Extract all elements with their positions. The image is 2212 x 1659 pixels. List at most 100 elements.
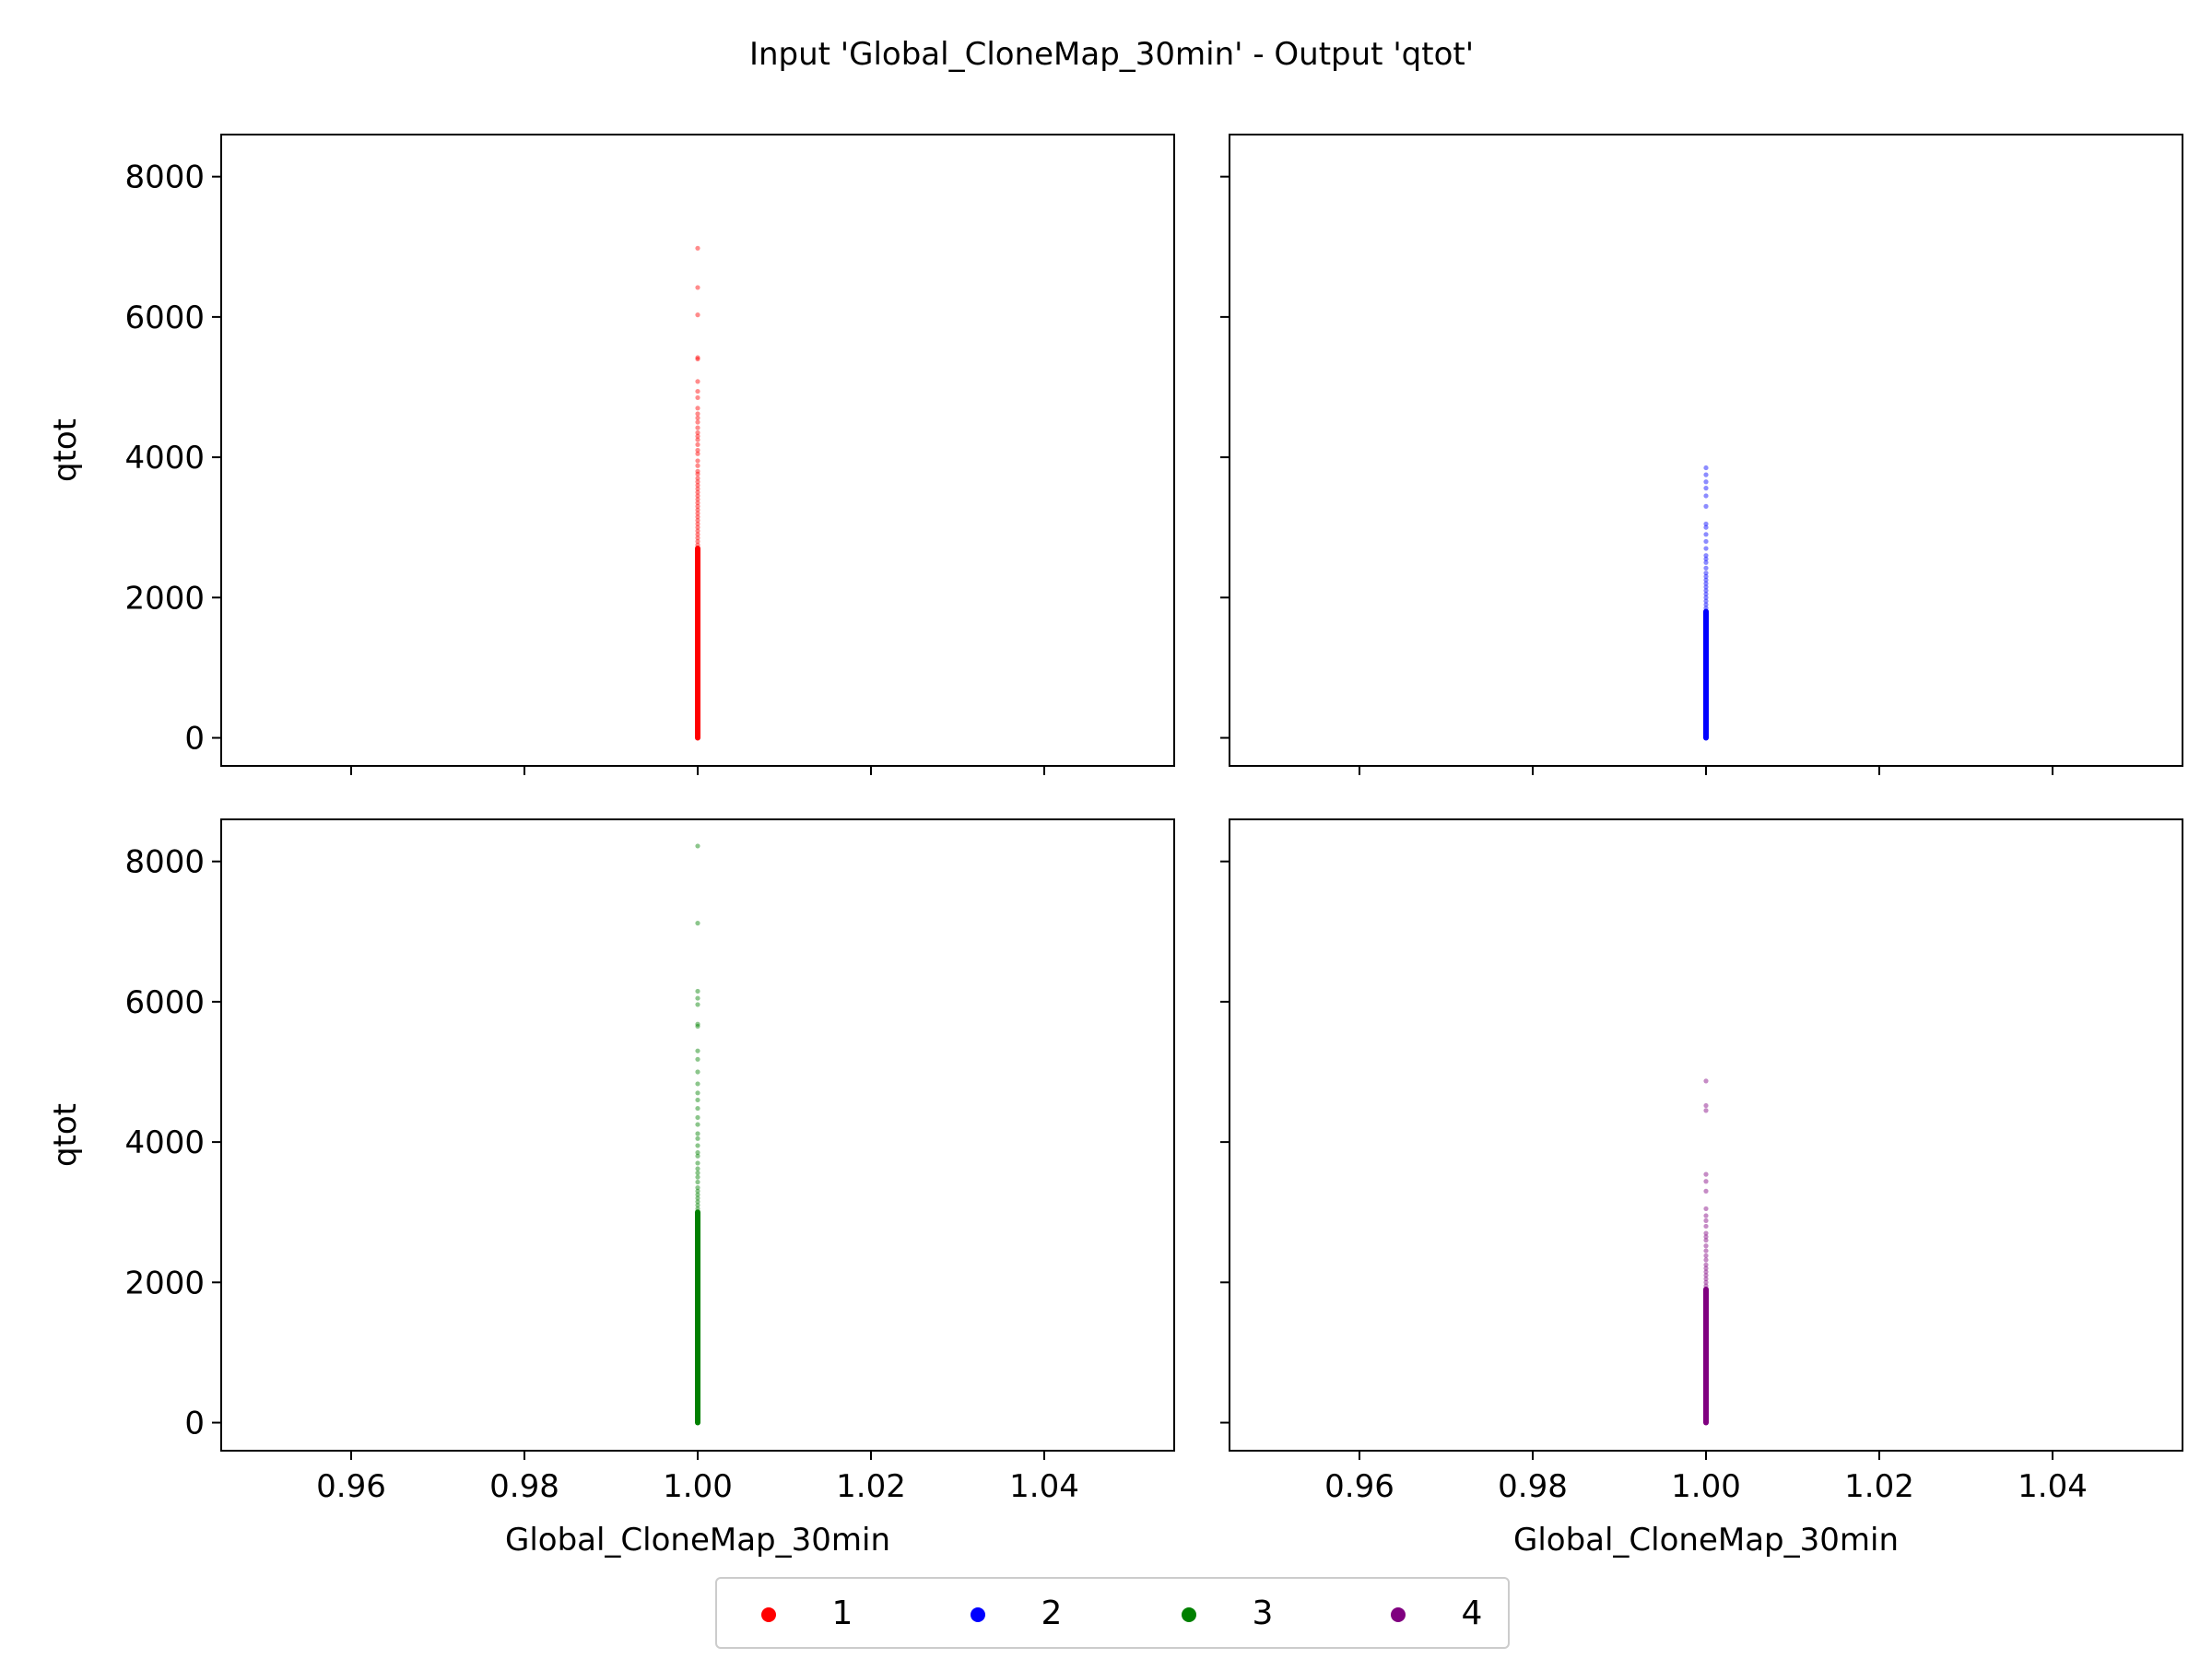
panel-bottom-left: 0 2000 4000 6000 8000 0.96 0.98 1.00 1.02 1.04 qto… — [47, 818, 1175, 1559]
x-tick-label: 0.98 — [489, 1468, 559, 1505]
data-point — [695, 521, 700, 527]
data-point — [695, 1195, 700, 1201]
data-point — [1703, 521, 1709, 527]
data-point — [695, 1153, 700, 1159]
data-point — [695, 1171, 700, 1176]
data-point — [1703, 584, 1709, 590]
data-point — [1703, 565, 1709, 571]
x-tick-label: 1.00 — [1671, 1468, 1741, 1505]
data-point — [695, 437, 700, 442]
data-point — [695, 1105, 700, 1112]
data-point — [695, 507, 700, 512]
x-tick-label: 0.98 — [1498, 1468, 1568, 1505]
data-point — [1703, 1248, 1709, 1253]
data-point — [1703, 577, 1709, 582]
data-point — [1703, 581, 1709, 586]
data-point — [695, 503, 700, 509]
x-tick-label: 1.04 — [1009, 1468, 1079, 1505]
data-point — [695, 312, 700, 318]
data-point — [1703, 503, 1709, 509]
y-tick-label: 0 — [184, 721, 205, 758]
data-point — [695, 1166, 700, 1171]
data-point — [1703, 594, 1709, 600]
data-point — [695, 1114, 700, 1121]
x-tick-label: 0.96 — [1324, 1468, 1394, 1505]
y-tick-label: 2000 — [124, 1265, 205, 1301]
series-4 — [1703, 1078, 1709, 1426]
data-point — [695, 355, 700, 360]
data-point — [1703, 553, 1709, 559]
data-point — [695, 988, 700, 994]
data-point — [1703, 1234, 1709, 1240]
data-point — [1703, 1218, 1709, 1223]
axes-frame — [1229, 134, 2183, 767]
panel-top-right — [1220, 134, 2183, 775]
data-point — [695, 429, 700, 436]
legend-label: 2 — [1041, 1594, 1063, 1632]
data-point — [1703, 1108, 1709, 1113]
data-point — [1703, 472, 1709, 477]
data-point — [1703, 573, 1709, 580]
legend: 1 2 3 4 — [715, 1577, 1510, 1649]
data-point — [695, 486, 700, 491]
data-point — [695, 285, 700, 290]
y-tick-label: 8000 — [124, 844, 205, 881]
legend-marker — [761, 1607, 776, 1622]
data-point — [1703, 1223, 1709, 1230]
data-point — [1703, 1102, 1709, 1109]
data-point — [695, 1206, 700, 1212]
data-point — [1703, 598, 1709, 604]
data-point — [695, 1021, 700, 1027]
data-point — [1703, 493, 1709, 499]
legend-frame — [715, 1577, 1510, 1649]
data-point — [695, 1192, 700, 1197]
panels: 0 2000 4000 6000 8000 qtot 0 2000 4000 6000 8000 0.… — [47, 134, 2183, 1559]
data-point — [695, 1097, 700, 1103]
data-point — [695, 425, 700, 430]
y-tick-label: 2000 — [124, 580, 205, 617]
data-point — [695, 463, 700, 468]
y-tick-label: 4000 — [124, 440, 205, 477]
y-tick-label: 4000 — [124, 1124, 205, 1161]
data-point — [1703, 1230, 1709, 1236]
x-axis-label: Global_CloneMap_30min — [1513, 1522, 1899, 1559]
data-point — [695, 1188, 700, 1194]
data-point — [695, 1184, 700, 1191]
data-point — [695, 356, 700, 362]
axes-frame — [220, 818, 1175, 1452]
data-point — [695, 500, 700, 506]
data-point — [695, 1143, 700, 1148]
y-axis-label: qtot — [47, 418, 84, 482]
panel-top-left: 0 2000 4000 6000 8000 qtot — [47, 134, 1175, 775]
data-point — [695, 379, 700, 384]
data-point — [695, 482, 700, 488]
data-point — [695, 532, 700, 537]
data-point — [695, 451, 700, 456]
data-point — [695, 476, 700, 481]
legend-label: 1 — [832, 1594, 853, 1632]
data-point — [695, 995, 700, 1001]
data-point — [1703, 1257, 1709, 1263]
data-point — [695, 1002, 700, 1007]
data-point — [695, 1056, 700, 1062]
data-point — [1703, 1269, 1709, 1275]
legend-label: 4 — [1462, 1594, 1483, 1632]
x-tick-label: 0.96 — [316, 1468, 386, 1505]
data-point — [1703, 606, 1709, 611]
data-point — [695, 406, 700, 411]
figure-title: Input 'Global_CloneMap_30min' - Output '… — [749, 36, 1474, 73]
series-3 — [695, 843, 700, 1426]
x-tick-label: 1.04 — [2018, 1468, 2088, 1505]
data-point — [1703, 1078, 1709, 1084]
data-point — [695, 524, 700, 530]
y-tick-label: 8000 — [124, 159, 205, 196]
panel-bottom-right: 0.96 0.98 1.00 1.02 1.04 Global_CloneMap_30mi… — [1220, 818, 2183, 1559]
data-point — [1703, 532, 1709, 537]
data-point — [1703, 1213, 1709, 1218]
y-axis-label: qtot — [47, 1103, 84, 1167]
data-point — [695, 388, 700, 394]
data-point — [1703, 486, 1709, 491]
data-point — [1703, 1262, 1709, 1267]
data-point — [1703, 1279, 1709, 1285]
